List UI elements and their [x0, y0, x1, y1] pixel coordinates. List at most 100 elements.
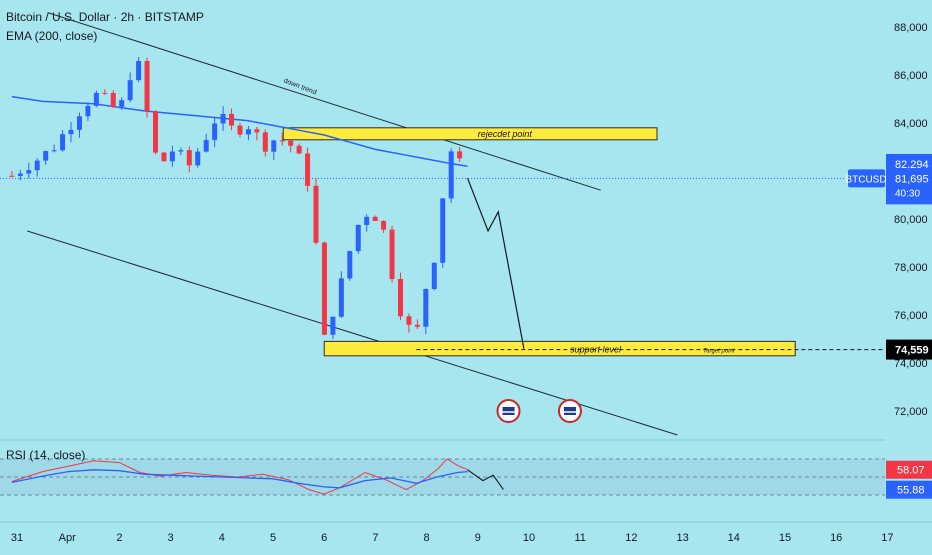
high-tag-text: 82,294: [895, 159, 929, 171]
y-tick-label: 88,000: [894, 22, 928, 34]
candle-body: [397, 278, 403, 317]
candle-body: [389, 229, 395, 279]
candle-body: [440, 198, 446, 263]
candle-body: [457, 151, 463, 159]
x-tick-label: 11: [574, 532, 585, 544]
y-tick-label: 74,000: [894, 358, 928, 370]
y-tick-label: 80,000: [894, 214, 928, 226]
candle-body: [68, 129, 74, 135]
symbol-tag-text: BTCUSD: [845, 174, 886, 185]
candle-body: [271, 140, 277, 152]
candle-body: [423, 288, 429, 327]
candle-body: [448, 151, 454, 199]
x-tick-label: 7: [372, 532, 378, 544]
symbol-title: Bitcoin / U.S. Dollar · 2h · BITSTAMP: [6, 10, 204, 24]
candle-body: [110, 92, 116, 107]
rejection-label: rejecdet point: [478, 129, 533, 139]
x-tick-label: 4: [219, 532, 225, 544]
last-tag-text: 81,695: [895, 173, 929, 185]
candle-body: [144, 61, 150, 112]
target-label: Target point: [703, 349, 735, 355]
candle-body: [245, 129, 251, 135]
candle-body: [203, 139, 209, 152]
candle-body: [169, 151, 175, 162]
x-tick-label: 2: [116, 532, 122, 544]
candle-body: [220, 113, 226, 124]
symbol-tag: [848, 169, 885, 188]
candle-body: [85, 105, 91, 117]
candle-body: [60, 134, 66, 151]
candle-body: [381, 221, 387, 230]
rsi-ma-tag: [886, 480, 932, 499]
x-tick-label: 6: [321, 532, 327, 544]
candles-group: [9, 57, 463, 340]
x-tick-label: 12: [625, 532, 637, 544]
x-tick-label: 15: [779, 532, 791, 544]
us-event-icon-flag: [502, 407, 515, 415]
x-tick-label: 13: [676, 532, 688, 544]
x-tick-label: 16: [830, 532, 842, 544]
us-event-icon-flag: [563, 407, 576, 415]
x-tick-label: 10: [523, 532, 535, 544]
candle-body: [195, 151, 201, 166]
y-tick-label: 78,000: [894, 262, 928, 274]
candle-body: [288, 140, 294, 146]
projection-path: [467, 177, 525, 349]
candle-body: [76, 116, 82, 130]
y-tick-label: 84,000: [894, 118, 928, 130]
candle-body: [43, 151, 49, 161]
y-tick-label: 72,000: [894, 406, 928, 418]
candle-body: [229, 113, 235, 126]
candle-body: [212, 123, 218, 140]
candle-body: [9, 175, 15, 177]
price-axis: [885, 0, 932, 550]
y-tick-label: 76,000: [894, 310, 928, 322]
x-tick-label: 17: [881, 532, 893, 544]
candle-body: [254, 129, 260, 133]
x-tick-label: 14: [728, 532, 740, 544]
candle-body: [372, 216, 378, 222]
candle-body: [26, 170, 32, 174]
support-label: support level: [570, 345, 622, 355]
candle-body: [364, 216, 370, 225]
candle-body: [355, 224, 361, 252]
rejection-zone: [282, 127, 658, 141]
y-tick-label: 86,000: [894, 70, 928, 82]
target-tag-text: 74,559: [895, 345, 929, 357]
candle-body: [102, 92, 108, 94]
candle-body: [127, 80, 133, 101]
ema-legend: EMA (200, close): [6, 29, 98, 43]
candle-body: [119, 100, 125, 107]
x-tick-label: 31: [11, 532, 23, 544]
candle-body: [51, 150, 57, 152]
target-tag: [886, 339, 932, 360]
candle-body: [237, 125, 243, 135]
rsi-legend: RSI (14, close): [6, 448, 86, 462]
candle-body: [152, 111, 158, 153]
rsi-tag-text: 58.07: [897, 465, 925, 477]
candle-body: [414, 324, 420, 327]
candle-body: [93, 92, 99, 106]
countdown-text: 40:30: [895, 188, 920, 199]
candle-body: [347, 251, 353, 279]
downtrend-upper-line: [47, 12, 601, 191]
candle-body: [262, 132, 268, 152]
x-tick-label: 3: [168, 532, 174, 544]
candle-body: [321, 242, 327, 335]
candle-body: [279, 140, 285, 142]
candle-body: [136, 61, 142, 81]
rsi-tag: [886, 460, 932, 479]
candle-body: [296, 145, 302, 154]
candle-body: [161, 152, 167, 162]
x-tick-label: 9: [475, 532, 481, 544]
candle-body: [313, 185, 319, 243]
rsi-projection: [467, 469, 504, 490]
x-tick-label: Apr: [59, 532, 76, 544]
candle-body: [305, 153, 311, 186]
rsi-ma-tag-text: 55.88: [897, 485, 925, 497]
candle-body: [431, 262, 437, 289]
x-tick-label: 5: [270, 532, 276, 544]
candle-body: [330, 316, 336, 335]
